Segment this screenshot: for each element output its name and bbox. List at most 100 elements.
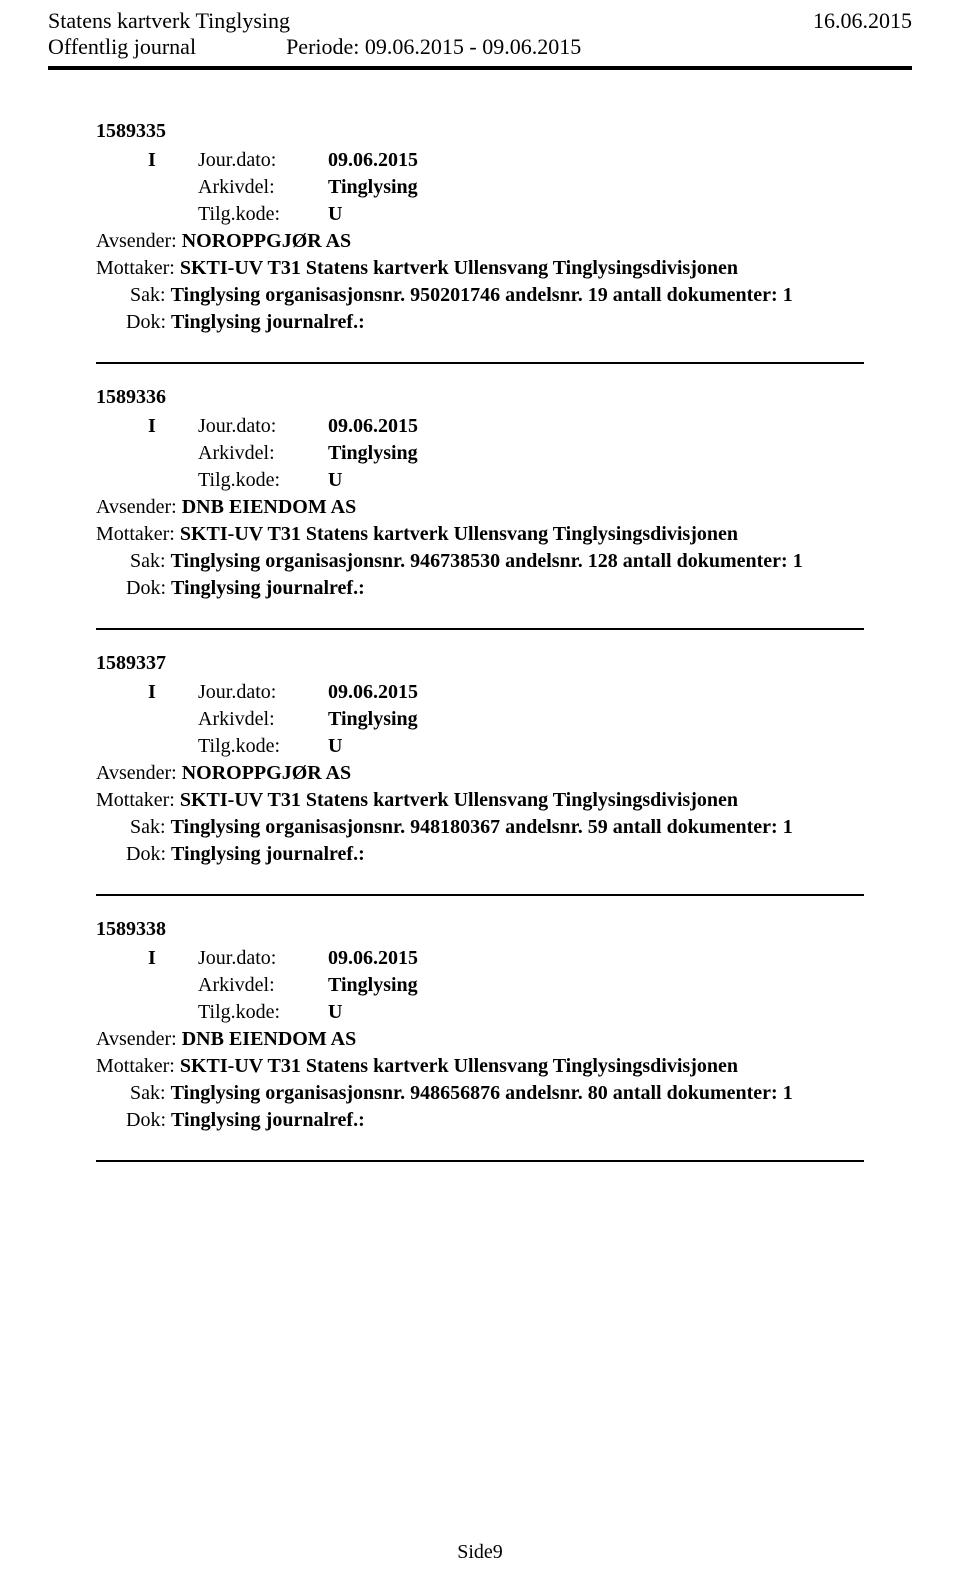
jourdato-label: Jour.dato: bbox=[198, 681, 298, 704]
arkivdel-value: Tinglysing bbox=[328, 442, 418, 465]
mottaker-value: SKTI-UV T31 Statens kartverk Ullensvang … bbox=[180, 523, 738, 545]
mottaker-label: Mottaker: bbox=[96, 789, 175, 811]
page-number: Side9 bbox=[457, 1541, 503, 1563]
dok-label: Dok: bbox=[126, 843, 166, 865]
avsender-label: Avsender: bbox=[96, 1028, 177, 1050]
tilgkode-label: Tilg.kode: bbox=[198, 203, 298, 226]
entry-type: I bbox=[148, 149, 168, 172]
dok-label: Dok: bbox=[126, 577, 166, 599]
mottaker-value: SKTI-UV T31 Statens kartverk Ullensvang … bbox=[180, 1055, 738, 1077]
avsender-label: Avsender: bbox=[96, 230, 177, 252]
page-header: Statens kartverk Tinglysing 16.06.2015 O… bbox=[0, 0, 960, 60]
entry-mottaker-row: Mottaker: SKTI-UV T31 Statens kartverk U… bbox=[96, 1055, 864, 1078]
entry-avsender-row: Avsender: DNB EIENDOM AS bbox=[96, 1028, 864, 1051]
dok-value: Tinglysing journalref.: bbox=[171, 843, 365, 865]
mottaker-label: Mottaker: bbox=[96, 257, 175, 279]
tilgkode-label: Tilg.kode: bbox=[198, 1001, 298, 1024]
mottaker-value: SKTI-UV T31 Statens kartverk Ullensvang … bbox=[180, 789, 738, 811]
header-date: 16.06.2015 bbox=[813, 8, 912, 34]
dok-value: Tinglysing journalref.: bbox=[171, 311, 365, 333]
avsender-label: Avsender: bbox=[96, 496, 177, 518]
entry-sak-row: Sak: Tinglysing organisasjonsnr. 9486568… bbox=[130, 1082, 864, 1105]
journal-label: Offentlig journal bbox=[48, 34, 196, 60]
entry-dok-row: Dok: Tinglysing journalref.: bbox=[126, 577, 864, 600]
entry-mottaker-row: Mottaker: SKTI-UV T31 Statens kartverk U… bbox=[96, 257, 864, 280]
jourdato-label: Jour.dato: bbox=[198, 415, 298, 438]
tilgkode-value: U bbox=[328, 203, 342, 226]
dok-value: Tinglysing journalref.: bbox=[171, 1109, 365, 1131]
entry-arkivdel-row: Arkivdel: Tinglysing bbox=[148, 176, 864, 199]
arkivdel-label: Arkivdel: bbox=[198, 176, 298, 199]
jourdato-label: Jour.dato: bbox=[198, 149, 298, 172]
journal-entry: 1589336 I Jour.dato: 09.06.2015 Arkivdel… bbox=[96, 386, 864, 600]
entry-separator bbox=[96, 628, 864, 630]
arkivdel-label: Arkivdel: bbox=[198, 708, 298, 731]
periode-value: 09.06.2015 - 09.06.2015 bbox=[365, 34, 581, 59]
sak-value: Tinglysing organisasjonsnr. 950201746 an… bbox=[171, 284, 793, 306]
entry-separator bbox=[96, 362, 864, 364]
sak-label: Sak: bbox=[130, 550, 166, 572]
entry-avsender-row: Avsender: NOROPPGJØR AS bbox=[96, 762, 864, 785]
entry-sak-row: Sak: Tinglysing organisasjonsnr. 9481803… bbox=[130, 816, 864, 839]
jourdato-value: 09.06.2015 bbox=[328, 149, 418, 172]
tilgkode-value: U bbox=[328, 469, 342, 492]
periode-label: Periode: bbox=[286, 34, 359, 59]
sak-label: Sak: bbox=[130, 284, 166, 306]
entry-avsender-row: Avsender: NOROPPGJØR AS bbox=[96, 230, 864, 253]
avsender-value: NOROPPGJØR AS bbox=[182, 230, 351, 252]
entry-jourdato-row: I Jour.dato: 09.06.2015 bbox=[148, 415, 864, 438]
arkivdel-value: Tinglysing bbox=[328, 176, 418, 199]
sak-value: Tinglysing organisasjonsnr. 948180367 an… bbox=[171, 816, 793, 838]
page-footer: Side9 bbox=[0, 1541, 960, 1564]
tilgkode-label: Tilg.kode: bbox=[198, 735, 298, 758]
entry-dok-row: Dok: Tinglysing journalref.: bbox=[126, 843, 864, 866]
entry-mottaker-row: Mottaker: SKTI-UV T31 Statens kartverk U… bbox=[96, 523, 864, 546]
entry-tilgkode-row: Tilg.kode: U bbox=[148, 203, 864, 226]
entry-jourdato-row: I Jour.dato: 09.06.2015 bbox=[148, 149, 864, 172]
mottaker-label: Mottaker: bbox=[96, 1055, 175, 1077]
mottaker-label: Mottaker: bbox=[96, 523, 175, 545]
mottaker-value: SKTI-UV T31 Statens kartverk Ullensvang … bbox=[180, 257, 738, 279]
arkivdel-value: Tinglysing bbox=[328, 974, 418, 997]
entry-arkivdel-row: Arkivdel: Tinglysing bbox=[148, 974, 864, 997]
avsender-label: Avsender: bbox=[96, 762, 177, 784]
avsender-value: DNB EIENDOM AS bbox=[182, 1028, 356, 1050]
entry-sak-row: Sak: Tinglysing organisasjonsnr. 9467385… bbox=[130, 550, 864, 573]
arkivdel-label: Arkivdel: bbox=[198, 442, 298, 465]
header-org: Statens kartverk Tinglysing bbox=[48, 8, 290, 34]
dok-label: Dok: bbox=[126, 1109, 166, 1131]
avsender-value: DNB EIENDOM AS bbox=[182, 496, 356, 518]
entry-jourdato-row: I Jour.dato: 09.06.2015 bbox=[148, 947, 864, 970]
journal-entry: 1589337 I Jour.dato: 09.06.2015 Arkivdel… bbox=[96, 652, 864, 866]
entry-mottaker-row: Mottaker: SKTI-UV T31 Statens kartverk U… bbox=[96, 789, 864, 812]
entry-type: I bbox=[148, 681, 168, 704]
entry-sak-row: Sak: Tinglysing organisasjonsnr. 9502017… bbox=[130, 284, 864, 307]
entry-type: I bbox=[148, 947, 168, 970]
journal-entry: 1589338 I Jour.dato: 09.06.2015 Arkivdel… bbox=[96, 918, 864, 1132]
entry-id: 1589335 bbox=[96, 120, 864, 143]
content-area: 1589335 I Jour.dato: 09.06.2015 Arkivdel… bbox=[0, 70, 960, 1162]
dok-label: Dok: bbox=[126, 311, 166, 333]
entry-id: 1589337 bbox=[96, 652, 864, 675]
entry-dok-row: Dok: Tinglysing journalref.: bbox=[126, 1109, 864, 1132]
jourdato-label: Jour.dato: bbox=[198, 947, 298, 970]
header-row-2: Offentlig journal Periode: 09.06.2015 - … bbox=[48, 34, 912, 60]
header-row-1: Statens kartverk Tinglysing 16.06.2015 bbox=[48, 8, 912, 34]
jourdato-value: 09.06.2015 bbox=[328, 947, 418, 970]
entry-tilgkode-row: Tilg.kode: U bbox=[148, 1001, 864, 1024]
entry-arkivdel-row: Arkivdel: Tinglysing bbox=[148, 442, 864, 465]
entry-arkivdel-row: Arkivdel: Tinglysing bbox=[148, 708, 864, 731]
tilgkode-value: U bbox=[328, 1001, 342, 1024]
sak-label: Sak: bbox=[130, 1082, 166, 1104]
tilgkode-label: Tilg.kode: bbox=[198, 469, 298, 492]
entry-tilgkode-row: Tilg.kode: U bbox=[148, 469, 864, 492]
dok-value: Tinglysing journalref.: bbox=[171, 577, 365, 599]
entry-avsender-row: Avsender: DNB EIENDOM AS bbox=[96, 496, 864, 519]
jourdato-value: 09.06.2015 bbox=[328, 415, 418, 438]
entry-separator bbox=[96, 1160, 864, 1162]
entry-id: 1589336 bbox=[96, 386, 864, 409]
periode: Periode: 09.06.2015 - 09.06.2015 bbox=[286, 34, 581, 60]
sak-value: Tinglysing organisasjonsnr. 946738530 an… bbox=[171, 550, 803, 572]
journal-entry: 1589335 I Jour.dato: 09.06.2015 Arkivdel… bbox=[96, 120, 864, 334]
sak-label: Sak: bbox=[130, 816, 166, 838]
